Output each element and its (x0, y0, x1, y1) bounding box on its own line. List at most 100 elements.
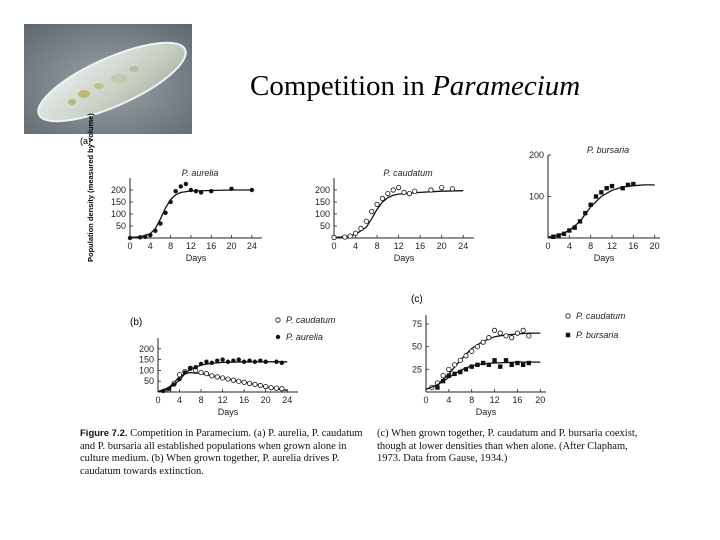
data-point (231, 358, 236, 363)
data-point (526, 333, 532, 339)
x-axis-label: Days (186, 253, 207, 263)
data-point (215, 358, 220, 363)
data-point (609, 183, 615, 189)
data-point (625, 182, 631, 188)
data-point (604, 186, 609, 191)
x-tick-label: 4 (353, 241, 358, 251)
data-point (236, 357, 241, 362)
data-point (230, 377, 236, 383)
data-point (214, 374, 220, 380)
data-point (520, 327, 526, 333)
data-point (177, 376, 182, 382)
chart-title: P. caudatum (383, 168, 433, 178)
data-point (526, 360, 532, 366)
data-point (331, 234, 337, 241)
data-point (171, 382, 177, 387)
x-tick-label: 12 (186, 241, 196, 251)
data-point (457, 357, 463, 363)
x-tick-label: 12 (607, 241, 617, 251)
y-tick-label: 150 (139, 355, 154, 365)
data-point (247, 358, 252, 363)
x-tick-label: 16 (512, 395, 522, 405)
data-point (198, 190, 204, 195)
data-point (463, 353, 469, 359)
data-point (193, 189, 199, 194)
x-tick-label: 20 (227, 241, 237, 251)
data-point (369, 209, 375, 215)
x-tick-label: 24 (282, 395, 292, 405)
caption-left: Figure 7.2. Competition in Paramecium. (… (80, 428, 370, 478)
data-point (241, 379, 247, 385)
data-point (241, 359, 247, 364)
data-point (257, 382, 263, 389)
data-point (166, 386, 171, 391)
legend-marker (565, 313, 571, 319)
data-point (246, 380, 253, 386)
data-point (363, 218, 369, 224)
data-point (474, 344, 481, 350)
data-point (268, 385, 274, 391)
data-point (198, 369, 204, 376)
data-point (440, 378, 446, 384)
series-curve (333, 190, 464, 239)
data-point (463, 367, 469, 372)
x-tick-label: 24 (247, 241, 257, 251)
data-point (182, 370, 188, 375)
x-tick-label: 16 (206, 241, 216, 251)
data-point (593, 194, 599, 199)
data-point (620, 186, 625, 191)
data-point (374, 201, 380, 207)
y-tick-label: 150 (315, 197, 330, 207)
panel-label-b: (b) (130, 317, 142, 328)
x-tick-label: 24 (458, 241, 468, 251)
title-text: Competition in (250, 70, 433, 102)
x-tick-label: 4 (148, 241, 153, 251)
y-tick-label: 50 (412, 342, 422, 352)
x-tick-label: 4 (446, 395, 451, 405)
data-point (168, 199, 173, 205)
legend-marker (565, 332, 571, 338)
x-tick-label: 20 (437, 241, 447, 251)
legend-label: P. bursaria (576, 330, 618, 340)
data-point (153, 228, 158, 233)
x-tick-label: 16 (415, 241, 425, 251)
x-axis-label: Days (218, 407, 239, 417)
data-point (209, 373, 215, 379)
legend-marker (275, 334, 281, 340)
data-point (440, 373, 446, 379)
x-tick-label: 12 (218, 395, 228, 405)
x-axis-label: Days (476, 407, 497, 417)
data-point (176, 372, 183, 378)
data-point (158, 221, 163, 226)
data-point (183, 181, 189, 187)
y-tick-label: 25 (412, 364, 422, 374)
data-point (163, 210, 168, 215)
y-tick-label: 50 (116, 221, 126, 231)
data-point (458, 369, 463, 375)
data-point (503, 358, 509, 363)
y-tick-label: 150 (111, 197, 126, 207)
series-curve (129, 189, 252, 239)
legend-label: P. aurelia (286, 332, 323, 342)
data-point (249, 187, 255, 193)
caption-left-lead: Figure 7.2. (80, 428, 128, 439)
data-point (428, 187, 434, 193)
chart-4: 0 4 8 12 16 20 25 50 75 Days P. caudatum P. bursari… (412, 311, 626, 417)
paramecium-photo (24, 24, 192, 134)
x-tick-label: 0 (331, 241, 336, 251)
x-tick-label: 20 (650, 241, 660, 251)
data-point (342, 234, 348, 240)
x-axis-label: Days (594, 253, 615, 263)
data-point (492, 358, 497, 363)
data-point (279, 360, 285, 366)
data-point (599, 190, 604, 195)
caption-right-text: (c) When grown together, P. caudatum and… (377, 428, 638, 464)
chart-title: P. aurelia (182, 168, 219, 178)
x-tick-label: 16 (239, 395, 249, 405)
chart-2: 0 4 8 12 16 20 100 200 Days P. bursaria (529, 145, 660, 263)
data-point (390, 187, 396, 193)
data-point (561, 231, 567, 237)
data-point (572, 225, 577, 230)
data-point (503, 333, 509, 339)
data-point (435, 385, 440, 390)
